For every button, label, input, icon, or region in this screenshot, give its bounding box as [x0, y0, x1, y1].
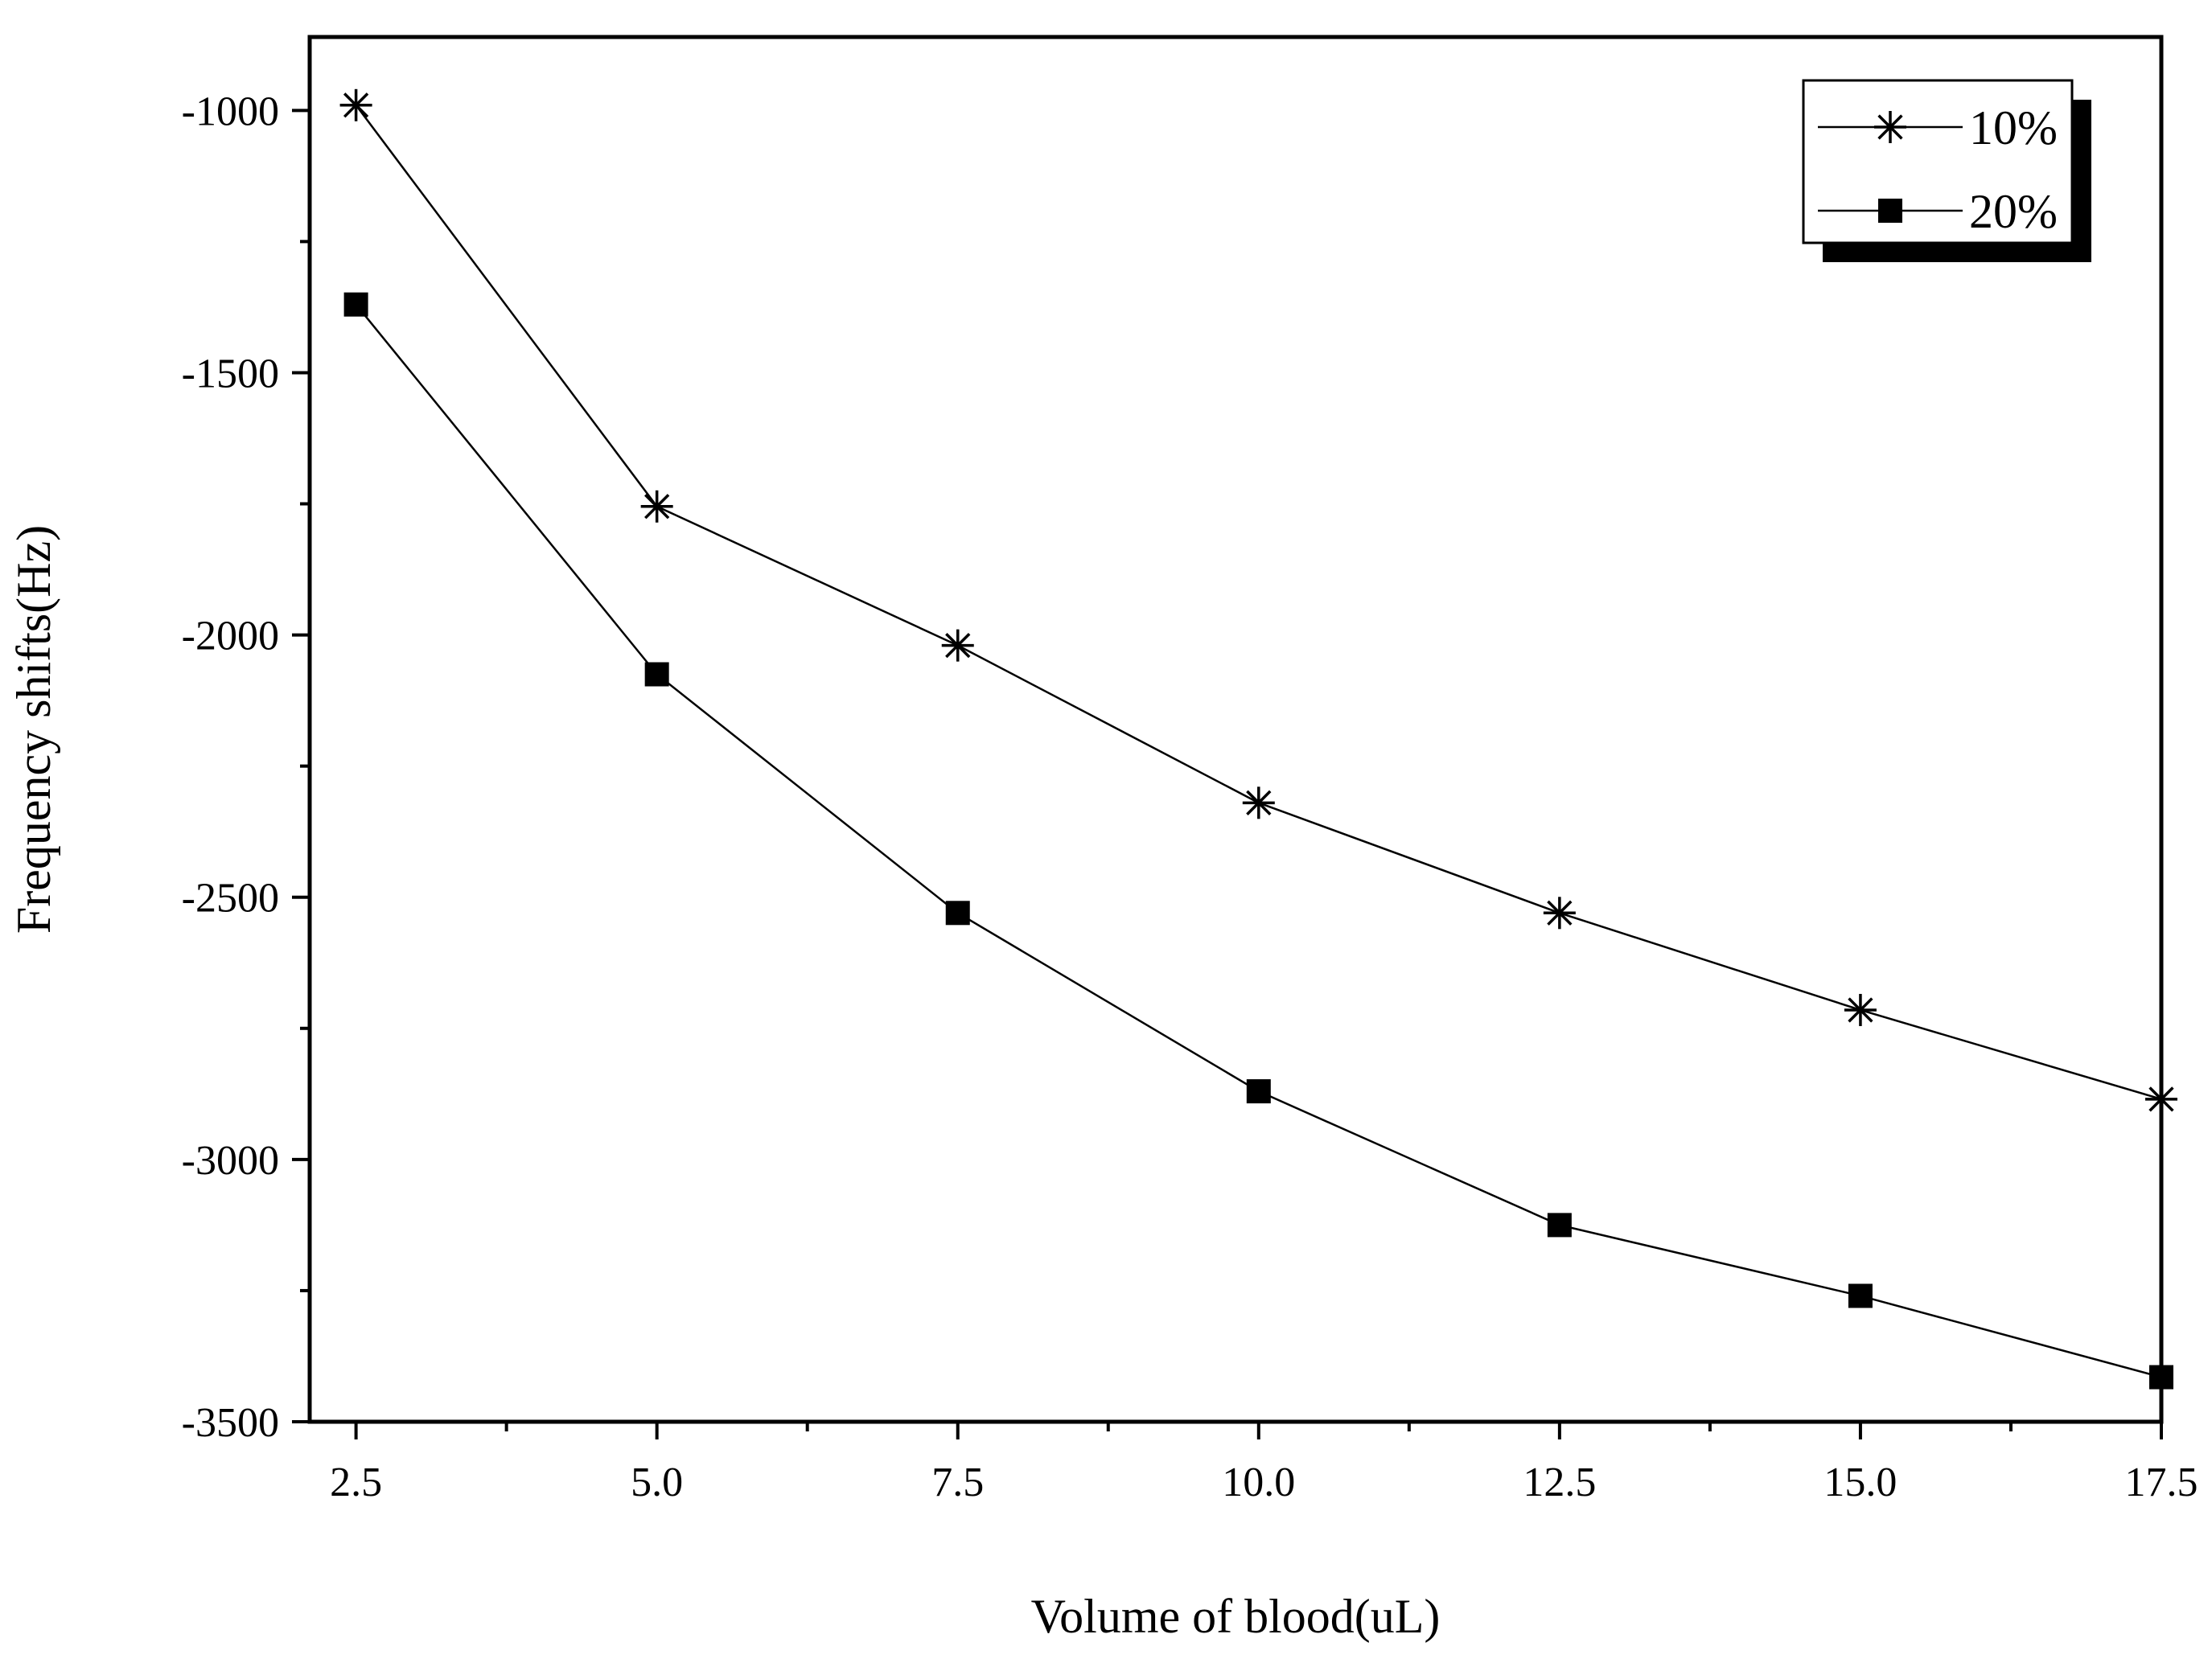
asterisk-marker — [1242, 786, 1275, 819]
x-tick-label: 15.0 — [1823, 1460, 1897, 1505]
asterisk-marker — [640, 490, 673, 523]
marker-stroke — [1877, 114, 1903, 140]
marker-stroke — [644, 494, 670, 519]
y-tick-label: -3000 — [182, 1138, 279, 1184]
square-marker — [1848, 1283, 1873, 1308]
marker-stroke — [2148, 1086, 2174, 1112]
x-tick-label: 12.5 — [1523, 1460, 1596, 1505]
x-axis-title: Volume of blood(uL) — [1031, 1590, 1441, 1643]
y-tick-label: -1500 — [182, 351, 279, 396]
marker-stroke — [343, 92, 369, 118]
series-1 — [339, 88, 2177, 1115]
y-tick-label: -2500 — [182, 876, 279, 922]
y-tick-label: -1000 — [182, 88, 279, 134]
asterisk-marker — [941, 629, 974, 662]
square-marker — [644, 662, 669, 687]
asterisk-marker — [2145, 1082, 2177, 1115]
square-marker — [1547, 1213, 1572, 1238]
marker-stroke — [945, 632, 971, 659]
plot-area — [307, 35, 2164, 1424]
marker-stroke — [1848, 997, 1873, 1023]
series-2 — [343, 292, 2173, 1390]
square-marker — [1246, 1079, 1271, 1104]
marker-stroke — [1547, 900, 1573, 926]
square-marker — [1878, 199, 1902, 223]
x-tick-label: 5.0 — [631, 1460, 683, 1505]
legend-label: 20% — [1969, 185, 2058, 238]
x-tick-label: 10.0 — [1222, 1460, 1295, 1505]
square-marker — [945, 901, 970, 926]
legend: 10% 20% — [1802, 79, 2091, 262]
legend-box — [1802, 79, 2074, 244]
x-tick-label: 7.5 — [931, 1460, 984, 1505]
asterisk-marker — [1874, 111, 1906, 143]
asterisk-marker — [1543, 897, 1576, 930]
x-axis-ticks: 2.5 5.0 7.5 10.0 12.5 15.0 17.5 — [330, 1422, 2198, 1505]
asterisk-marker — [339, 88, 372, 121]
y-axis-title: Frequency shifts(Hz) — [7, 525, 60, 934]
series-layer — [339, 88, 2177, 1390]
y-axis-ticks: -1000 -1500 -2000 -2500 -3000 -3500 — [182, 88, 310, 1446]
y-tick-label: -3500 — [182, 1400, 279, 1446]
y-tick-label: -2000 — [182, 614, 279, 659]
square-marker — [2149, 1365, 2173, 1390]
asterisk-marker — [1844, 993, 1877, 1026]
x-tick-label: 17.5 — [2125, 1460, 2198, 1505]
x-tick-label: 2.5 — [330, 1460, 382, 1505]
square-marker — [343, 292, 368, 317]
marker-stroke — [1246, 790, 1272, 815]
legend-label: 10% — [1969, 101, 2058, 154]
